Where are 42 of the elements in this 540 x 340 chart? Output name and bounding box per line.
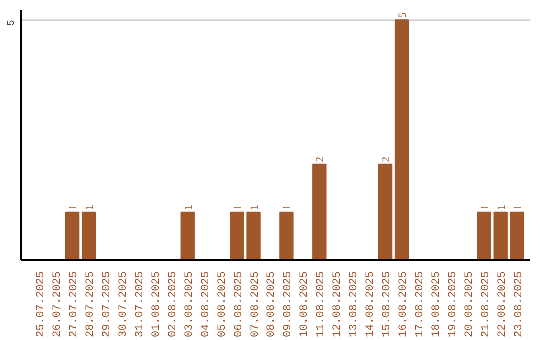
x-tick-label: 11.08.2025 — [316, 271, 328, 338]
data-label: 1 — [512, 204, 524, 210]
x-tick-label: 30.07.2025 — [118, 271, 130, 338]
x-tick-label: 08.08.2025 — [266, 271, 278, 338]
x-tick-label: 29.07.2025 — [102, 271, 114, 338]
data-label: 1 — [182, 204, 195, 210]
x-tick-label: 05.08.2025 — [216, 271, 229, 338]
data-label: 1 — [282, 204, 294, 210]
x-tick-label: 12.08.2025 — [332, 271, 344, 338]
x-tick-label: 20.08.2025 — [464, 271, 476, 338]
x-tick-label: 07.08.2025 — [250, 271, 262, 338]
x-tick-label: 06.08.2025 — [233, 271, 246, 338]
data-label: 1 — [232, 204, 244, 210]
x-tick-label: 27.07.2025 — [68, 271, 81, 338]
x-tick-label: 14.08.2025 — [365, 271, 378, 338]
data-label: 1 — [496, 204, 508, 210]
data-label: 1 — [479, 204, 492, 210]
x-tick-label: 16.08.2025 — [398, 271, 410, 338]
x-tick-label: 10.08.2025 — [299, 271, 312, 338]
x-tick-label: 09.08.2025 — [282, 271, 295, 338]
x-tick-label: 21.08.2025 — [480, 271, 492, 338]
x-tick-label: 17.08.2025 — [414, 271, 426, 338]
x-tick-label: 02.08.2025 — [167, 271, 180, 338]
x-tick-label: 18.08.2025 — [430, 271, 443, 338]
data-label: 5 — [397, 12, 410, 18]
data-label: 1 — [248, 204, 261, 210]
x-tick-label: 15.08.2025 — [382, 271, 394, 338]
x-tick-label: 01.08.2025 — [150, 271, 163, 338]
x-tick-label: 13.08.2025 — [348, 271, 361, 338]
x-tick-label: 03.08.2025 — [184, 271, 196, 338]
data-label: 1 — [68, 204, 80, 210]
data-label: 1 — [84, 204, 96, 210]
x-tick-label: 31.07.2025 — [134, 271, 146, 338]
x-tick-label: 23.08.2025 — [513, 271, 526, 338]
x-tick-label: 28.07.2025 — [85, 271, 98, 338]
data-label: 2 — [380, 156, 393, 162]
x-tick-label: 22.08.2025 — [496, 271, 509, 338]
x-tick-label: 26.07.2025 — [52, 271, 64, 338]
x-tick-label: 19.08.2025 — [447, 271, 460, 338]
x-tick-label: 04.08.2025 — [200, 271, 212, 338]
x-tick-label: 25.07.2025 — [36, 271, 48, 338]
data-label: 2 — [314, 156, 327, 162]
